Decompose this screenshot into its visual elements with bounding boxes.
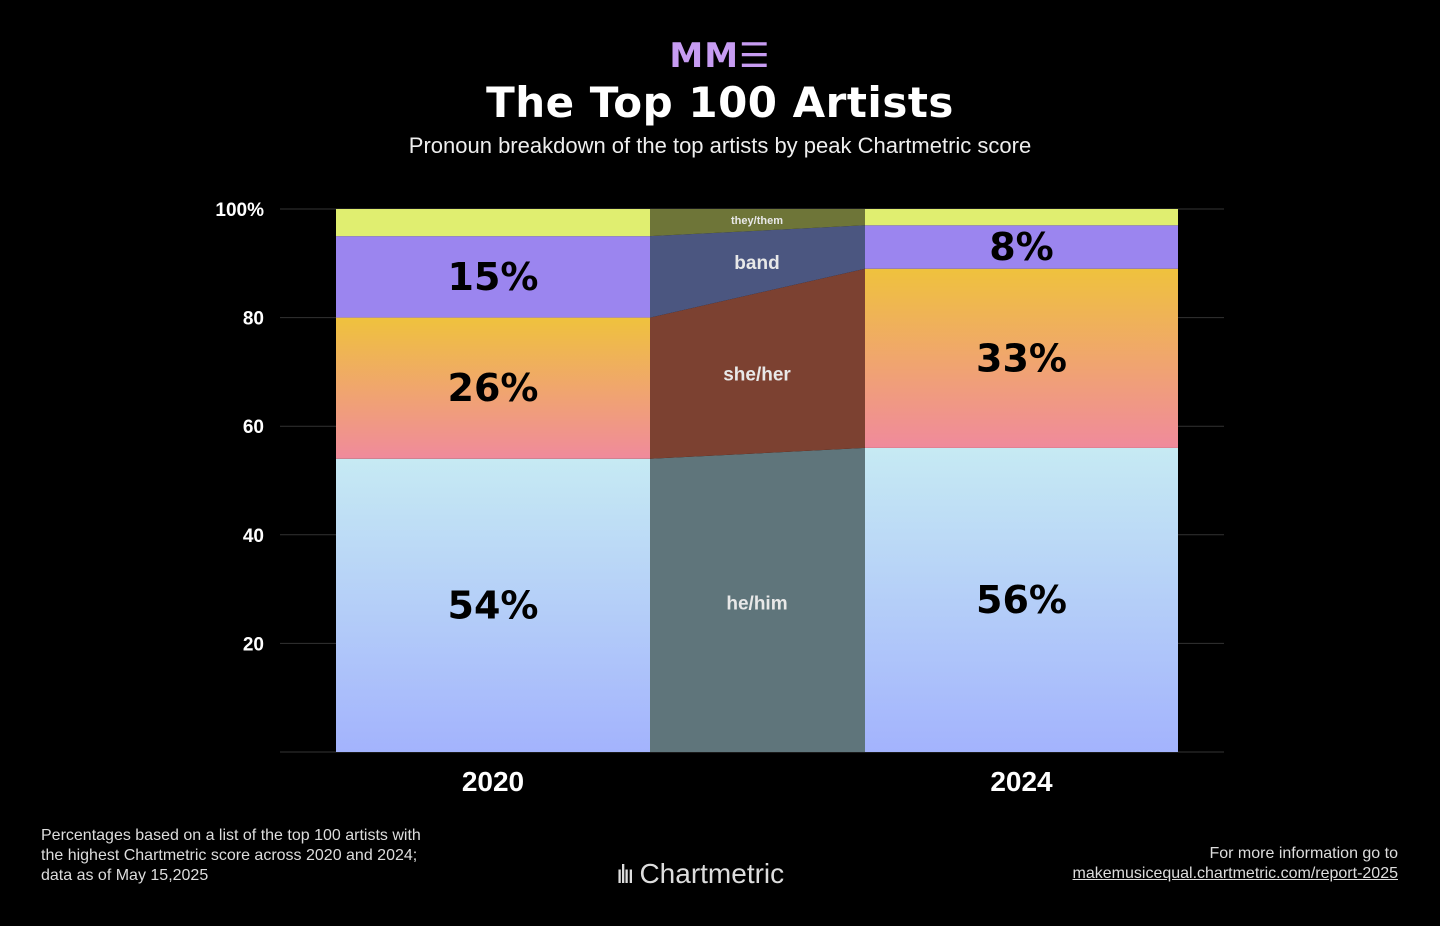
data-label: 56%: [976, 578, 1067, 622]
series-label: he/him: [726, 594, 787, 615]
footnote: Percentages based on a list of the top 1…: [41, 827, 421, 884]
data-label: 54%: [448, 583, 539, 627]
bar-segment-2020-he-him: [336, 458, 650, 752]
series-label: band: [734, 253, 779, 274]
connector-she-her: [650, 268, 865, 459]
chart-subtitle: Pronoun breakdown of the top artists by …: [408, 133, 1032, 158]
mme-logo: MM☰: [669, 36, 771, 76]
bar-segment-2024-they-them: [865, 209, 1178, 226]
y-tick-label: 100%: [215, 200, 264, 221]
x-tick-label: 2020: [462, 766, 524, 797]
bar-segment-2024-he-him: [865, 447, 1178, 752]
y-tick-label: 60: [243, 417, 264, 438]
series-label: they/them: [731, 215, 783, 227]
y-tick-label: 40: [243, 526, 264, 547]
data-label: 8%: [989, 225, 1054, 269]
chart-title: The Top 100 Artists: [486, 78, 954, 127]
y-tick-label: 80: [243, 309, 264, 330]
bar-segment-2020-she-her: [336, 317, 650, 459]
data-label: 26%: [448, 366, 539, 410]
x-tick-label: 2024: [990, 766, 1053, 797]
y-tick-label: 20: [243, 634, 264, 655]
connector-they-them: [650, 209, 865, 237]
data-label: 15%: [448, 255, 539, 299]
waveform-icon: ılıı: [616, 858, 635, 889]
connector-he-him: [650, 447, 865, 752]
bar-segment-2020-they-them: [336, 209, 650, 237]
series-label: she/her: [723, 364, 791, 385]
report-link[interactable]: makemusicequal.chartmetric.com/report-20…: [1072, 865, 1398, 882]
connector-band: [650, 225, 865, 318]
more-info-label: For more information go to: [1209, 845, 1398, 862]
data-label: 33%: [976, 336, 1067, 380]
chartmetric-brand: ılıı Chartmetric: [616, 858, 784, 890]
brand-name: Chartmetric: [639, 858, 785, 889]
bar-segment-2024-she-her: [865, 268, 1178, 448]
bar-segment-2020-band: [336, 236, 650, 318]
more-info: For more information go to makemusicequa…: [1073, 844, 1398, 884]
bar-segment-2024-band: [865, 225, 1178, 269]
